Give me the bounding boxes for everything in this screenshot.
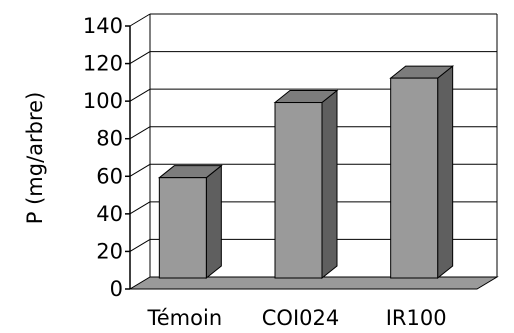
chart-floor (128, 276, 499, 290)
gridline-side (129, 201, 151, 215)
y-axis-title: P (mg/arbre) (23, 92, 47, 225)
bar-front (158, 177, 207, 279)
category-labels: Témoin COI024 IR100 (147, 306, 447, 330)
category-label: Témoin (147, 306, 223, 330)
category-label: COI024 (262, 306, 339, 330)
bar-side (321, 89, 338, 280)
y-tick-label: 100 (83, 89, 123, 113)
bar-front (390, 77, 439, 279)
bar-front (274, 102, 323, 279)
y-tick-label: 80 (96, 127, 123, 151)
gridline-side (129, 51, 151, 65)
bar-side (437, 65, 454, 280)
y-tick-label: 40 (96, 202, 123, 226)
bar (157, 164, 223, 280)
y-tick-label: 0 (110, 277, 123, 301)
gridline-side (129, 163, 151, 177)
gridline-side (129, 126, 151, 140)
y-tick-label: 20 (96, 239, 123, 263)
bar (273, 89, 339, 280)
bar (389, 65, 455, 280)
y-tick-labels: 0 20 40 60 80 100 120 140 (83, 14, 123, 301)
y-tick-label: 120 (83, 52, 123, 76)
y-tick-label: 140 (83, 14, 123, 38)
bars (157, 65, 455, 280)
y-tick-label: 60 (96, 164, 123, 188)
gridline-side (129, 238, 151, 252)
y-axis (125, 25, 131, 290)
gridline-side (129, 88, 151, 102)
category-label: IR100 (386, 306, 447, 330)
bar-side (205, 164, 222, 280)
gridline-side (129, 13, 151, 27)
floor-plane (128, 276, 499, 290)
